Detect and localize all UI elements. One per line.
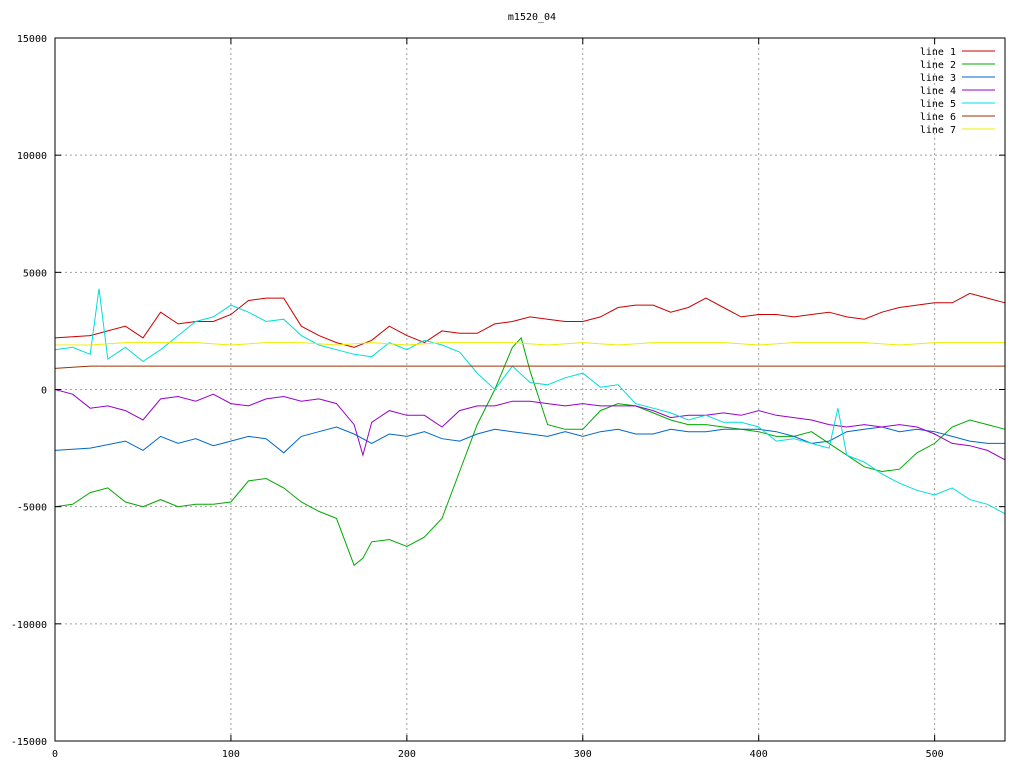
y-tick-label: -5000 bbox=[17, 503, 47, 514]
series-line-4 bbox=[54, 389, 1006, 461]
x-tick-label: 0 bbox=[52, 749, 58, 760]
y-tick-label: 10000 bbox=[17, 151, 47, 162]
x-tick-label: 200 bbox=[398, 749, 416, 760]
legend-label: line 4 bbox=[920, 86, 956, 97]
series-layer bbox=[54, 288, 1006, 567]
x-tick-label: 300 bbox=[574, 749, 592, 760]
grid bbox=[55, 38, 1005, 741]
series-line-2 bbox=[54, 336, 1006, 567]
legend: line 1 line 2 line 3 line 4 line 5 line 6 line… bbox=[920, 47, 995, 136]
series-line-3 bbox=[54, 426, 1005, 454]
legend-label: line 6 bbox=[920, 112, 956, 123]
y-tick-label: 5000 bbox=[23, 268, 47, 279]
legend-label: line 7 bbox=[920, 125, 956, 136]
series-line-5 bbox=[54, 288, 1006, 515]
y-tick-label: 0 bbox=[41, 386, 47, 397]
legend-label: line 5 bbox=[920, 99, 956, 110]
y-tick-label: -15000 bbox=[11, 737, 47, 748]
x-tick-label: 400 bbox=[750, 749, 768, 760]
series-line-7 bbox=[55, 342, 1005, 346]
series-line-6 bbox=[54, 365, 1005, 369]
series-line-1 bbox=[54, 292, 1006, 348]
x-tick-label: 100 bbox=[222, 749, 240, 760]
legend-label: line 3 bbox=[920, 73, 956, 84]
chart-title: m1520_04 bbox=[507, 12, 557, 23]
y-tick-label: -10000 bbox=[11, 620, 47, 631]
x-tick-label: 500 bbox=[926, 749, 944, 760]
y-tick-label: 15000 bbox=[17, 34, 47, 45]
axis-ticks: 0 100 200 300 400 500 -15000 -10000 -5000 0 5000 10… bbox=[11, 34, 1005, 760]
legend-label: line 2 bbox=[920, 60, 956, 71]
legend-label: line 1 bbox=[920, 47, 956, 58]
